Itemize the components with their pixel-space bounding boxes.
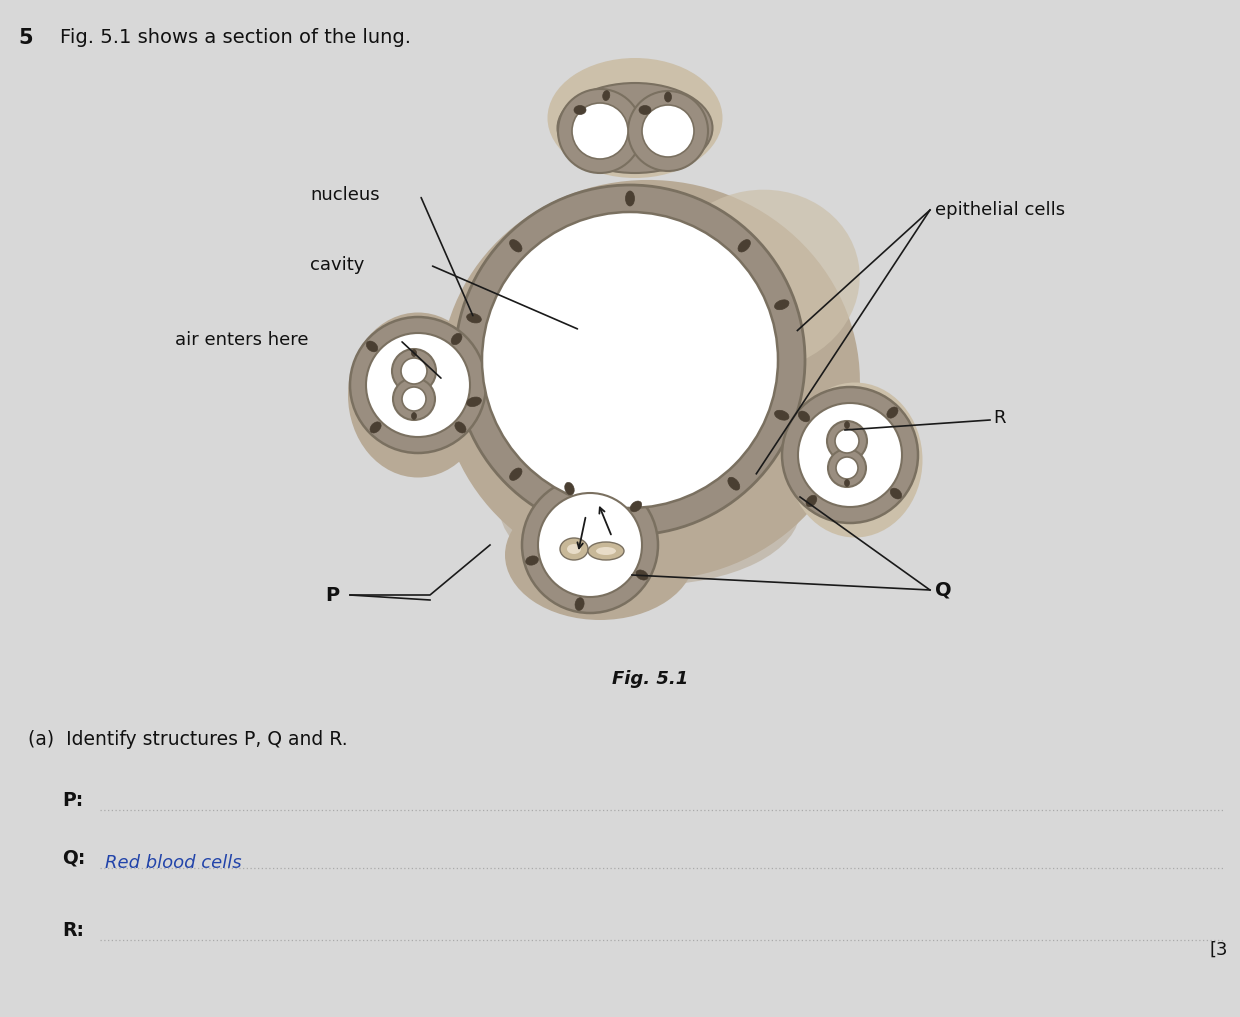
Circle shape bbox=[392, 349, 436, 393]
Ellipse shape bbox=[799, 411, 810, 422]
Ellipse shape bbox=[630, 501, 642, 512]
Circle shape bbox=[401, 358, 427, 384]
Circle shape bbox=[558, 89, 642, 173]
Circle shape bbox=[799, 403, 901, 507]
Ellipse shape bbox=[665, 92, 672, 102]
Ellipse shape bbox=[560, 538, 588, 560]
Ellipse shape bbox=[787, 382, 923, 538]
Ellipse shape bbox=[412, 413, 417, 419]
Ellipse shape bbox=[660, 190, 859, 370]
Ellipse shape bbox=[548, 58, 723, 178]
Text: [3: [3 bbox=[1209, 941, 1228, 959]
Ellipse shape bbox=[466, 397, 481, 407]
Ellipse shape bbox=[348, 312, 489, 478]
Ellipse shape bbox=[596, 547, 616, 555]
Ellipse shape bbox=[806, 495, 817, 506]
Ellipse shape bbox=[890, 488, 901, 499]
Circle shape bbox=[642, 105, 694, 157]
Text: Red blood cells: Red blood cells bbox=[105, 854, 242, 872]
Text: Q:: Q: bbox=[62, 848, 86, 868]
Text: (a)  Identify structures P, Q and R.: (a) Identify structures P, Q and R. bbox=[29, 730, 347, 749]
Circle shape bbox=[572, 103, 627, 159]
Ellipse shape bbox=[575, 598, 584, 610]
Ellipse shape bbox=[636, 570, 649, 580]
Circle shape bbox=[455, 185, 805, 535]
Circle shape bbox=[350, 317, 486, 453]
Text: P:: P: bbox=[62, 790, 83, 810]
Ellipse shape bbox=[510, 468, 522, 480]
Text: 5: 5 bbox=[19, 28, 32, 48]
Text: Fig. 5.1 shows a section of the lung.: Fig. 5.1 shows a section of the lung. bbox=[60, 28, 410, 47]
Ellipse shape bbox=[844, 421, 849, 428]
Text: epithelial cells: epithelial cells bbox=[935, 201, 1065, 219]
Ellipse shape bbox=[564, 482, 574, 495]
Ellipse shape bbox=[639, 106, 651, 115]
Ellipse shape bbox=[505, 490, 694, 620]
Ellipse shape bbox=[574, 106, 587, 115]
Text: cavity: cavity bbox=[310, 256, 365, 274]
Ellipse shape bbox=[588, 542, 624, 560]
Ellipse shape bbox=[844, 479, 849, 486]
Circle shape bbox=[402, 387, 427, 411]
Text: Q: Q bbox=[935, 581, 951, 599]
Ellipse shape bbox=[466, 313, 481, 323]
Circle shape bbox=[522, 477, 658, 613]
Circle shape bbox=[782, 387, 918, 523]
Ellipse shape bbox=[567, 544, 582, 554]
Ellipse shape bbox=[370, 422, 381, 433]
Circle shape bbox=[835, 429, 859, 453]
Ellipse shape bbox=[366, 341, 378, 352]
Circle shape bbox=[538, 493, 642, 597]
Circle shape bbox=[393, 378, 435, 420]
Ellipse shape bbox=[625, 191, 635, 206]
Ellipse shape bbox=[738, 240, 750, 252]
Ellipse shape bbox=[412, 350, 417, 357]
Ellipse shape bbox=[603, 91, 610, 101]
Ellipse shape bbox=[887, 407, 898, 418]
Ellipse shape bbox=[510, 240, 522, 252]
Ellipse shape bbox=[455, 422, 466, 433]
Circle shape bbox=[482, 212, 777, 509]
Ellipse shape bbox=[440, 180, 859, 580]
Ellipse shape bbox=[775, 300, 789, 310]
Text: Fig. 5.1: Fig. 5.1 bbox=[611, 670, 688, 687]
Circle shape bbox=[627, 91, 708, 171]
Circle shape bbox=[366, 333, 470, 437]
Ellipse shape bbox=[500, 435, 800, 585]
Text: nucleus: nucleus bbox=[310, 186, 379, 204]
Text: R: R bbox=[993, 409, 1006, 427]
Ellipse shape bbox=[728, 477, 740, 490]
Circle shape bbox=[828, 448, 866, 487]
Text: air enters here: air enters here bbox=[175, 331, 309, 349]
Text: R:: R: bbox=[62, 920, 84, 940]
Ellipse shape bbox=[526, 556, 538, 565]
Ellipse shape bbox=[451, 334, 463, 345]
Circle shape bbox=[827, 421, 867, 461]
Circle shape bbox=[836, 457, 858, 479]
Text: P: P bbox=[325, 586, 339, 604]
Ellipse shape bbox=[558, 83, 713, 173]
Ellipse shape bbox=[775, 410, 789, 420]
